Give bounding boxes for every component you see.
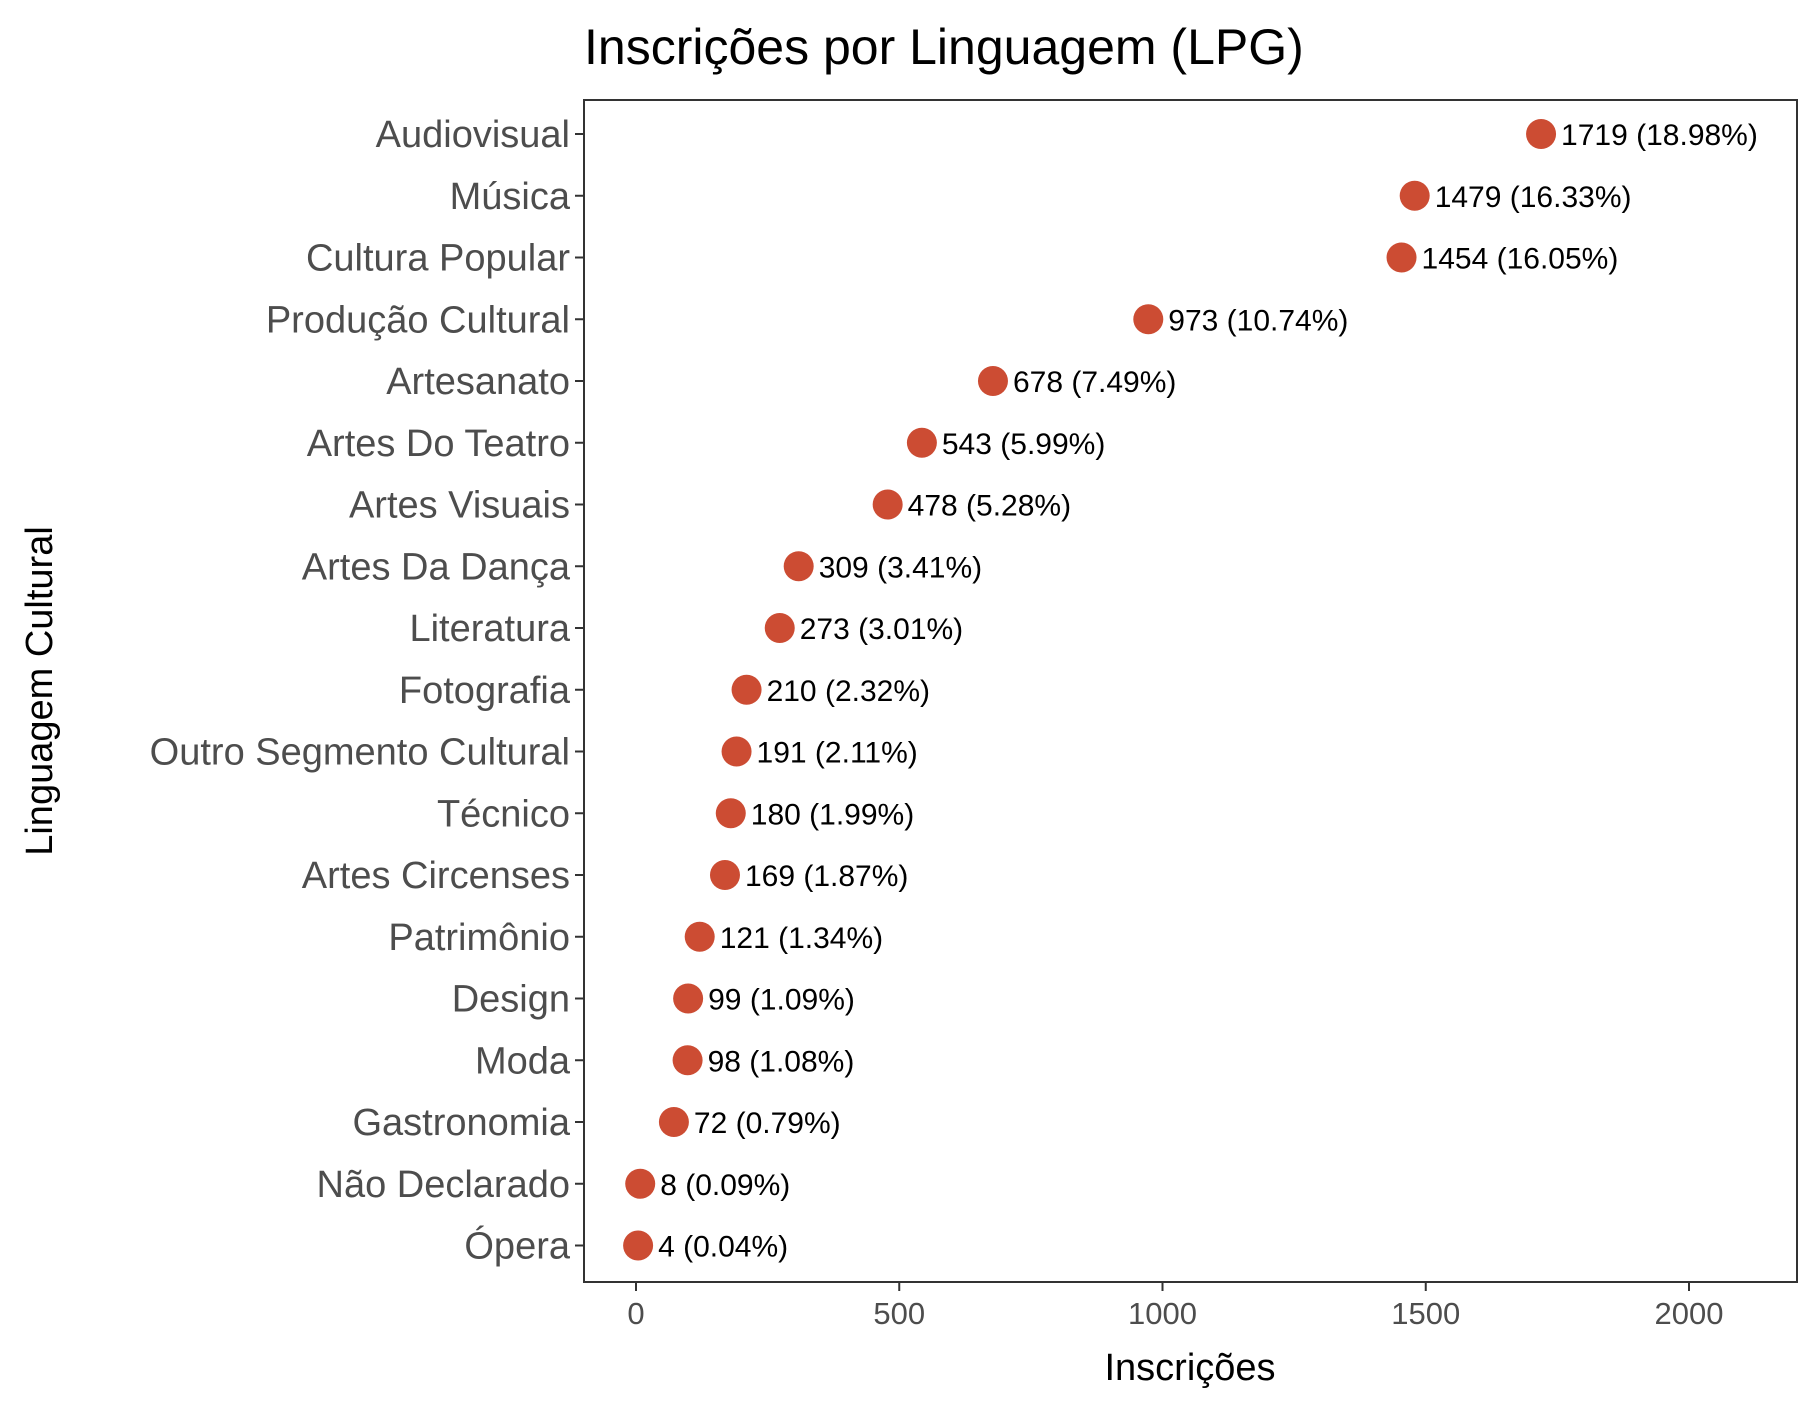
data-point: [684, 921, 715, 952]
y-tick-label: Moda: [475, 1040, 571, 1082]
y-tick-label: Ópera: [464, 1225, 570, 1268]
x-axis-title: Inscrições: [1104, 1347, 1275, 1389]
data-point: [1526, 119, 1557, 149]
y-tick-label: Patrimônio: [388, 917, 570, 959]
data-label: 191 (2.11%): [757, 737, 918, 770]
data-point: [731, 674, 762, 705]
data-label: 1719 (18.98%): [1561, 119, 1758, 152]
y-tick-label: Outro Segmento Cultural: [150, 732, 570, 774]
y-tick-label: Artesanato: [386, 361, 570, 403]
x-tick-label: 1000: [1128, 1296, 1197, 1331]
y-tick-label: Técnico: [437, 793, 570, 835]
chart-title: Inscrições por Linguagem (LPG): [584, 19, 1304, 75]
data-point: [721, 736, 752, 767]
y-tick-label: Não Declarado: [317, 1164, 570, 1206]
data-label: 478 (5.28%): [908, 490, 1071, 523]
data-label: 543 (5.99%): [942, 428, 1105, 461]
data-point: [658, 1107, 689, 1137]
y-tick-label: Produção Cultural: [266, 299, 570, 341]
data-label: 1479 (16.33%): [1435, 181, 1632, 214]
data-label: 99 (1.09%): [708, 984, 855, 1017]
y-tick-label: Cultura Popular: [306, 238, 570, 280]
data-label: 273 (3.01%): [800, 613, 963, 646]
data-point: [783, 551, 814, 582]
data-label: 210 (2.32%): [767, 675, 930, 708]
y-tick-label: Literatura: [409, 608, 570, 650]
x-tick-label: 500: [873, 1296, 925, 1331]
data-point: [673, 983, 704, 1014]
x-axis: 0 500 1000 1500 2000: [627, 1282, 1723, 1331]
y-tick-label: Artes Visuais: [349, 485, 570, 527]
data-label: 1454 (16.05%): [1422, 243, 1619, 276]
y-axis-title: Linguagem Cultural: [19, 526, 61, 856]
data-label: 8 (0.09%): [660, 1169, 790, 1202]
data-points: [623, 119, 1557, 1261]
y-axis: Audiovisual Música Cultura Popular Produção…: [150, 114, 584, 1268]
data-point: [625, 1168, 656, 1199]
data-label: 121 (1.34%): [720, 922, 883, 955]
data-label: 678 (7.49%): [1013, 366, 1176, 399]
y-tick-label: Fotografia: [399, 670, 571, 712]
x-tick-label: 2000: [1655, 1296, 1724, 1331]
data-point: [872, 489, 903, 520]
data-point: [1133, 304, 1164, 335]
data-point: [623, 1230, 654, 1261]
data-label: 309 (3.41%): [819, 551, 982, 584]
y-tick-label: Audiovisual: [376, 114, 570, 156]
y-tick-label: Design: [452, 979, 570, 1021]
y-tick-label: Artes Da Dança: [302, 546, 571, 588]
data-point: [672, 1045, 703, 1076]
y-tick-label: Música: [450, 176, 571, 218]
data-point: [715, 798, 746, 829]
y-tick-label: Artes Circenses: [302, 855, 570, 897]
data-point: [764, 613, 795, 643]
data-point: [709, 860, 740, 890]
data-point: [977, 366, 1008, 396]
data-label: 180 (1.99%): [751, 798, 914, 831]
data-labels: 1719 (18.98%) 1479 (16.33%) 1454 (16.05%) 9…: [658, 119, 1758, 1264]
x-tick-label: 0: [627, 1296, 644, 1331]
data-label: 169 (1.87%): [745, 860, 908, 893]
data-label: 72 (0.79%): [694, 1107, 841, 1140]
data-label: 98 (1.08%): [708, 1045, 855, 1078]
y-tick-label: Artes Do Teatro: [307, 423, 570, 465]
data-point: [906, 427, 937, 458]
data-label: 973 (10.74%): [1168, 304, 1348, 337]
data-label: 4 (0.04%): [658, 1231, 788, 1264]
x-tick-label: 1500: [1391, 1296, 1460, 1331]
data-point: [1386, 242, 1417, 273]
y-tick-label: Gastronomia: [352, 1102, 570, 1144]
data-point: [1399, 180, 1430, 211]
plot-panel: [583, 99, 1798, 1283]
